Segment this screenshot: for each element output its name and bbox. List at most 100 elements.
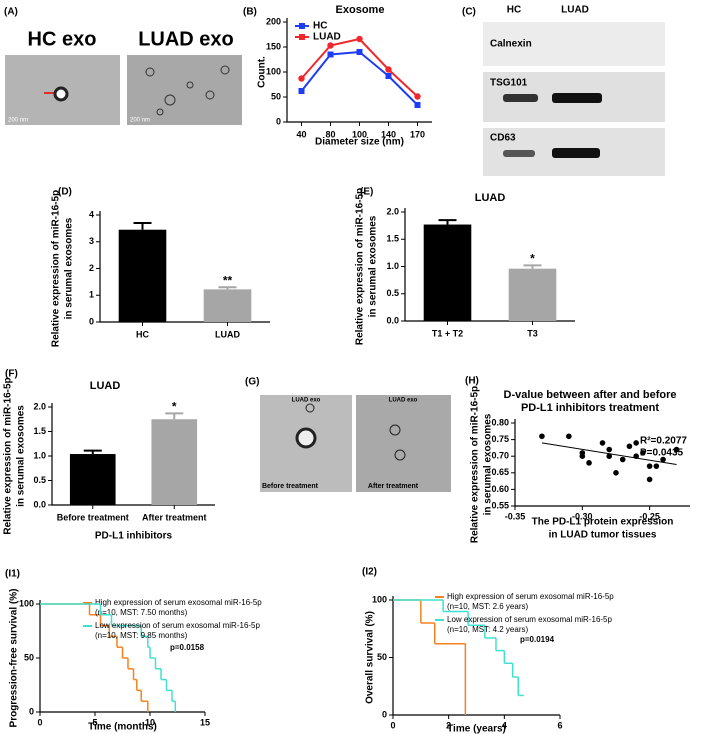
panel-label: (A) bbox=[4, 7, 18, 18]
y-axis-label: Count. bbox=[257, 56, 268, 88]
x-tick-label: 0 bbox=[37, 717, 42, 727]
y-tick-label: 3 bbox=[89, 236, 94, 246]
x-tick-label: T3 bbox=[527, 328, 538, 338]
x-tick-label: 100 bbox=[352, 129, 367, 139]
x-tick-label: 5 bbox=[92, 717, 97, 727]
image-title: LUAD exo bbox=[138, 28, 234, 50]
y-tick-label: 1.0 bbox=[386, 261, 399, 271]
panel-label: (H) bbox=[465, 376, 479, 387]
x-tick-label: -0.35 bbox=[505, 511, 526, 521]
image-caption: After treatment bbox=[368, 483, 419, 490]
y-axis-label: in serumal exosomes bbox=[368, 215, 379, 317]
legend-detail: (n=10, MST: 2.6 years) bbox=[447, 602, 528, 611]
exosome bbox=[394, 449, 406, 461]
panel-label: (F) bbox=[5, 369, 18, 380]
legend-marker bbox=[299, 23, 305, 29]
y-axis-label: Progression-free survival (%) bbox=[9, 589, 20, 728]
legend-label: High expression of serum exosomal miR-16… bbox=[95, 598, 262, 607]
error-bar bbox=[218, 286, 237, 290]
bar bbox=[423, 224, 472, 321]
tem-image bbox=[127, 55, 242, 125]
x-axis-label: Time (years) bbox=[447, 724, 506, 734]
marker bbox=[385, 66, 392, 73]
y-tick-label: 0.5 bbox=[386, 288, 399, 298]
x-tick-label: LUAD bbox=[215, 329, 240, 339]
y-tick-label: 0.5 bbox=[33, 475, 46, 485]
legend-detail: (n=10, MST: 9.85 months) bbox=[95, 631, 188, 640]
y-tick-label: 1.5 bbox=[386, 234, 399, 244]
y-tick-label: 0.55 bbox=[491, 500, 509, 510]
marker bbox=[414, 102, 421, 108]
chart-title: Exosome bbox=[336, 4, 385, 16]
image-title: LUAD exo bbox=[292, 398, 321, 404]
legend-label: Low expression of serum exosomal miR-16-… bbox=[447, 615, 613, 624]
bar bbox=[203, 289, 252, 322]
y-tick-label: 50 bbox=[24, 652, 34, 662]
band bbox=[503, 94, 538, 102]
x-axis-label: Time (months) bbox=[88, 722, 157, 733]
column-label: LUAD bbox=[561, 5, 589, 16]
y-tick-label: 0.65 bbox=[491, 467, 509, 477]
error-bar bbox=[165, 412, 184, 420]
y-tick-label: 0.75 bbox=[491, 434, 509, 444]
point bbox=[646, 476, 653, 483]
point bbox=[673, 446, 680, 453]
band bbox=[552, 148, 600, 158]
y-tick-label: 50 bbox=[271, 91, 281, 101]
y-tick-label: 50 bbox=[377, 652, 387, 662]
annotation: R²=0.2077 bbox=[640, 436, 687, 447]
blot-label: CD63 bbox=[490, 133, 516, 144]
panel-label: (D) bbox=[58, 187, 72, 198]
y-tick-label: 0 bbox=[276, 116, 281, 126]
y-tick-label: 4 bbox=[89, 209, 94, 219]
x-tick-label: 15 bbox=[200, 717, 210, 727]
axes bbox=[392, 596, 560, 716]
bar bbox=[69, 454, 116, 505]
point bbox=[619, 456, 626, 463]
blot bbox=[483, 22, 665, 66]
x-tick-label: -0.25 bbox=[639, 511, 660, 521]
marker bbox=[327, 42, 334, 49]
panel-label: (B) bbox=[243, 7, 257, 18]
point bbox=[640, 450, 646, 456]
tem-image bbox=[356, 395, 451, 492]
band bbox=[552, 93, 602, 103]
x-tick-label: 80 bbox=[325, 129, 335, 139]
y-tick-label: 2 bbox=[89, 263, 94, 273]
marker bbox=[356, 49, 363, 55]
y-axis-label: Relative expression of miR-16-5p bbox=[51, 190, 62, 347]
exosome bbox=[53, 86, 69, 102]
x-tick-label: 140 bbox=[381, 129, 396, 139]
x-axis-label: Diameter size (nm) bbox=[315, 137, 404, 148]
panel-label: (I2) bbox=[362, 567, 377, 578]
bar bbox=[508, 268, 557, 321]
y-axis-label: in serumal exosomes bbox=[64, 217, 75, 319]
y-tick-label: 200 bbox=[266, 16, 281, 26]
column-label: HC bbox=[507, 5, 521, 16]
y-tick-label: 1.5 bbox=[33, 426, 46, 436]
legend-marker bbox=[299, 34, 305, 40]
exosome bbox=[295, 427, 317, 449]
legend-label: Low expression of serum exosomal miR-16-… bbox=[95, 621, 261, 630]
y-axis-label: in serumal exosomes bbox=[16, 405, 27, 507]
y-axis-label: Relative expression of miR-16-5p bbox=[3, 377, 14, 534]
x-tick-label: -0.30 bbox=[572, 511, 593, 521]
significance: * bbox=[172, 400, 177, 414]
marker bbox=[327, 51, 334, 58]
band bbox=[503, 150, 535, 157]
y-tick-label: 100 bbox=[19, 598, 34, 608]
marker bbox=[298, 75, 305, 82]
y-tick-label: 0 bbox=[382, 709, 387, 719]
exosome bbox=[389, 424, 401, 436]
scale-bar-text: 200 nm bbox=[8, 118, 28, 124]
marker bbox=[414, 93, 421, 100]
point bbox=[660, 456, 666, 463]
panel-label: (E) bbox=[360, 187, 373, 198]
image-caption: Before treatment bbox=[262, 483, 319, 490]
legend-label: LUAD bbox=[313, 32, 341, 43]
scale-bar-text: 200 nm bbox=[130, 118, 150, 124]
y-tick-label: 0.0 bbox=[386, 315, 399, 325]
y-tick-label: 100 bbox=[372, 594, 387, 604]
chart-title: LUAD bbox=[90, 380, 121, 392]
legend-detail: (n=10, MST: 4.2 years) bbox=[447, 625, 528, 634]
